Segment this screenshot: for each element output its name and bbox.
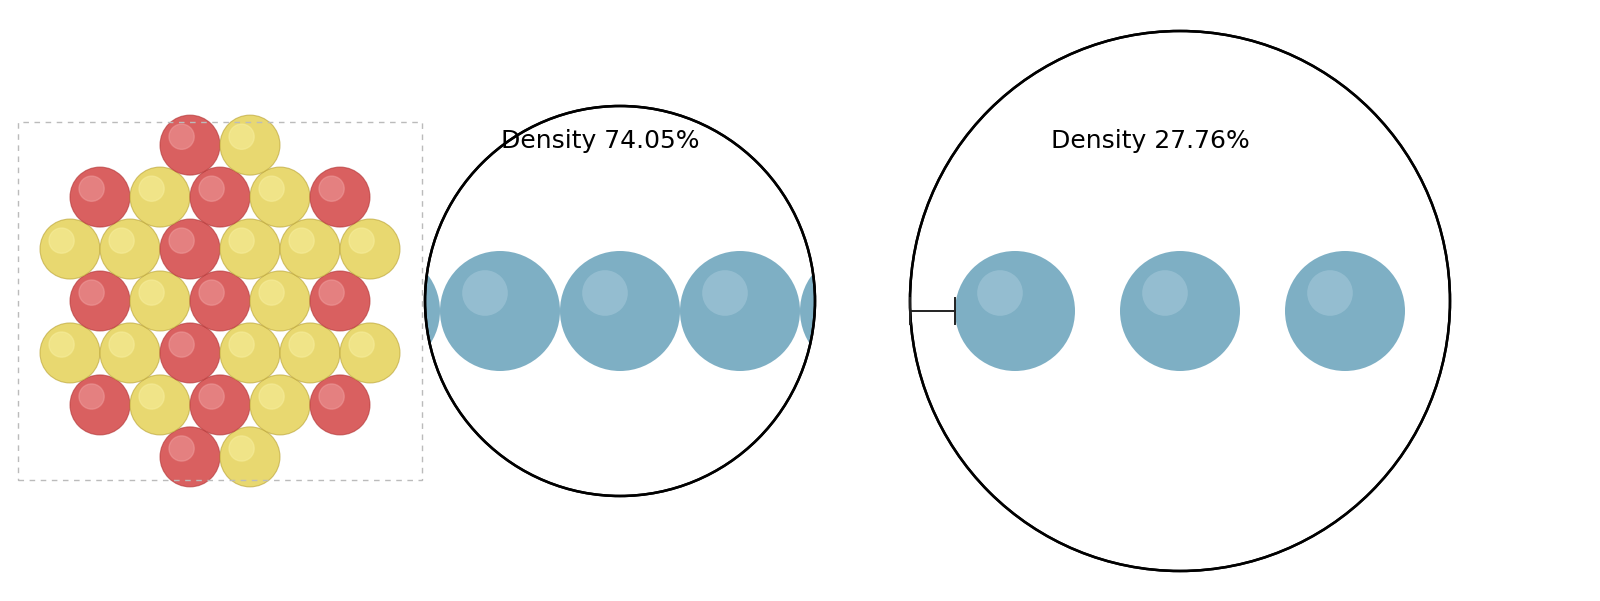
Circle shape (70, 375, 130, 435)
Circle shape (50, 228, 74, 253)
Circle shape (198, 176, 224, 201)
Circle shape (198, 280, 224, 305)
Circle shape (310, 375, 370, 435)
Circle shape (1120, 251, 1240, 371)
Circle shape (680, 251, 800, 371)
Circle shape (101, 219, 160, 279)
Circle shape (229, 228, 254, 253)
Circle shape (139, 176, 165, 201)
Circle shape (229, 436, 254, 461)
Circle shape (800, 251, 920, 371)
Circle shape (1472, 270, 1518, 316)
Circle shape (342, 270, 387, 316)
Circle shape (139, 280, 165, 305)
Circle shape (109, 228, 134, 253)
Circle shape (280, 323, 339, 383)
Circle shape (130, 375, 190, 435)
Circle shape (70, 271, 130, 331)
Circle shape (440, 251, 560, 371)
Circle shape (955, 251, 1075, 371)
Circle shape (40, 323, 101, 383)
Circle shape (339, 323, 400, 383)
Circle shape (822, 270, 867, 316)
Circle shape (130, 167, 190, 227)
Circle shape (160, 115, 221, 175)
Circle shape (259, 176, 285, 201)
Circle shape (101, 323, 160, 383)
Text: Density 74.05%: Density 74.05% (501, 129, 699, 153)
Circle shape (259, 280, 285, 305)
Circle shape (170, 124, 194, 149)
Circle shape (139, 384, 165, 409)
Circle shape (310, 271, 370, 331)
Circle shape (290, 228, 314, 253)
Circle shape (702, 270, 747, 316)
Circle shape (813, 270, 858, 316)
Circle shape (40, 219, 101, 279)
Text: Density 27.76%: Density 27.76% (1051, 129, 1250, 153)
Circle shape (259, 384, 285, 409)
Circle shape (160, 323, 221, 383)
Circle shape (290, 332, 314, 357)
Circle shape (349, 228, 374, 253)
Circle shape (70, 167, 130, 227)
Circle shape (1450, 251, 1570, 371)
Circle shape (318, 280, 344, 305)
Circle shape (78, 280, 104, 305)
Circle shape (320, 251, 440, 371)
Circle shape (170, 228, 194, 253)
Circle shape (318, 176, 344, 201)
Circle shape (310, 167, 370, 227)
Circle shape (229, 124, 254, 149)
Circle shape (229, 332, 254, 357)
Circle shape (280, 219, 339, 279)
Circle shape (1307, 270, 1354, 316)
Circle shape (221, 323, 280, 383)
Circle shape (221, 427, 280, 487)
Circle shape (560, 251, 680, 371)
Circle shape (170, 436, 194, 461)
Circle shape (250, 375, 310, 435)
Circle shape (130, 271, 190, 331)
Circle shape (1285, 251, 1405, 371)
Circle shape (978, 270, 1022, 316)
Circle shape (198, 384, 224, 409)
Circle shape (318, 384, 344, 409)
Bar (18, 122, 422, 480)
Circle shape (790, 251, 910, 371)
Circle shape (339, 219, 400, 279)
Circle shape (78, 176, 104, 201)
Circle shape (250, 271, 310, 331)
Circle shape (190, 375, 250, 435)
Circle shape (190, 271, 250, 331)
Circle shape (50, 332, 74, 357)
Circle shape (582, 270, 627, 316)
Circle shape (170, 332, 194, 357)
Circle shape (1142, 270, 1187, 316)
Circle shape (462, 270, 507, 316)
Circle shape (109, 332, 134, 357)
Circle shape (78, 384, 104, 409)
Circle shape (250, 167, 310, 227)
Circle shape (221, 115, 280, 175)
Circle shape (160, 219, 221, 279)
Circle shape (349, 332, 374, 357)
Circle shape (221, 219, 280, 279)
Circle shape (160, 427, 221, 487)
Circle shape (190, 167, 250, 227)
